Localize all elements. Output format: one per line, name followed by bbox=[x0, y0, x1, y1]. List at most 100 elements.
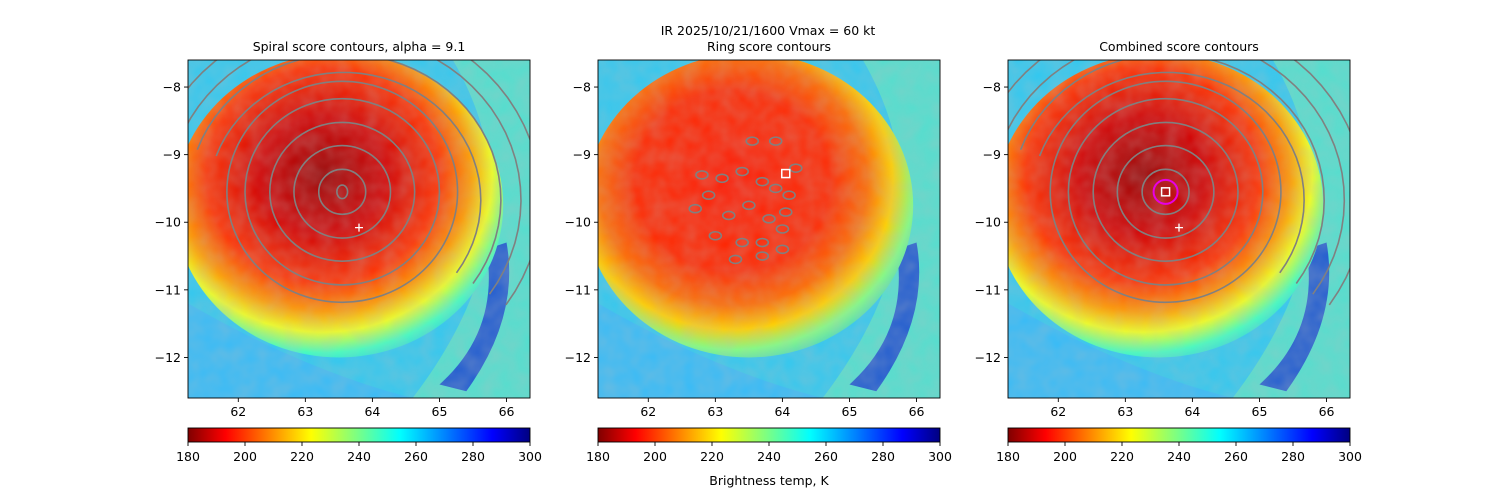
contour-spiral-arm bbox=[215, 71, 482, 274]
contour-spiral-arm bbox=[1019, 60, 1326, 284]
colorbar-bar bbox=[1007, 427, 1351, 443]
square-marker bbox=[781, 168, 791, 179]
field-south-band bbox=[598, 303, 823, 398]
ir-field bbox=[188, 60, 530, 398]
contour-ring bbox=[244, 97, 441, 286]
contour-patch bbox=[755, 251, 770, 261]
x-tick-label: 66 bbox=[909, 404, 925, 419]
colorbar-bar bbox=[187, 427, 531, 443]
colorbar-tick-label: 240 bbox=[1167, 449, 1191, 464]
y-tick-label: −10 bbox=[975, 215, 1001, 230]
panel-1: Spiral score contours, alpha = 9.1 62 63 64… bbox=[155, 39, 542, 464]
x-tick-label: 64 bbox=[1184, 404, 1200, 419]
contour-patch bbox=[735, 237, 749, 248]
colorbar-tick-label: 300 bbox=[518, 449, 542, 464]
colorbar-tick-label: 200 bbox=[643, 449, 667, 464]
contour-patch bbox=[742, 200, 756, 211]
x-tick-label: 66 bbox=[1319, 404, 1335, 419]
y-tick-label: −10 bbox=[155, 215, 181, 230]
contour-patch bbox=[688, 203, 703, 214]
contour-ring bbox=[293, 144, 392, 239]
colorbar-tick-label: 220 bbox=[700, 449, 724, 464]
field-storm-body bbox=[1008, 60, 1324, 358]
axes-frame bbox=[187, 59, 531, 399]
plus-marker bbox=[355, 223, 363, 232]
contour-patch bbox=[721, 210, 736, 221]
colorbar-tick-label: 280 bbox=[871, 449, 895, 464]
colorbar-tick-label: 280 bbox=[1281, 449, 1305, 464]
colorbar-label: Brightness temp, K bbox=[709, 473, 829, 488]
contour-patch bbox=[768, 183, 783, 194]
contour-patch bbox=[695, 170, 709, 180]
field-south-band bbox=[1008, 303, 1233, 398]
x-tick-label: 65 bbox=[1252, 404, 1268, 419]
colorbar-tick-label: 180 bbox=[176, 449, 200, 464]
field-cold-arc bbox=[849, 242, 920, 392]
axes-frame bbox=[1007, 59, 1351, 399]
y-tick-label: −12 bbox=[975, 350, 1001, 365]
y-tick-label: −12 bbox=[565, 350, 591, 365]
y-tick-label: −12 bbox=[155, 350, 181, 365]
colorbar-bar bbox=[597, 427, 941, 443]
x-tick-label: 65 bbox=[432, 404, 448, 419]
square-marker bbox=[1160, 187, 1171, 197]
colorbar-tick-label: 260 bbox=[404, 449, 428, 464]
axes-frame bbox=[597, 59, 941, 399]
colorbar-tick-label: 180 bbox=[586, 449, 610, 464]
contour-patch bbox=[715, 173, 729, 184]
contour-ring bbox=[226, 80, 459, 304]
contour-patch bbox=[701, 190, 716, 200]
contour-ring bbox=[1092, 121, 1239, 262]
panel-title: Ring score contours bbox=[707, 39, 831, 54]
contour-spiral-arm bbox=[196, 60, 502, 284]
field-cold-arc bbox=[439, 242, 510, 392]
colorbar-tick-label: 200 bbox=[1053, 449, 1077, 464]
colorbar-tick-label: 200 bbox=[233, 449, 257, 464]
contour-ring bbox=[1116, 144, 1215, 239]
x-tick-label: 64 bbox=[364, 404, 380, 419]
field-cold-arc bbox=[1259, 242, 1330, 392]
contour-patch bbox=[782, 190, 796, 200]
score-contours bbox=[688, 136, 803, 265]
colorbar: 180 200 220 240 260 280 300 bbox=[996, 427, 1362, 464]
colorbar-tick-label: 280 bbox=[461, 449, 485, 464]
field-storm-body bbox=[188, 60, 504, 358]
x-tick-label: 62 bbox=[230, 404, 246, 419]
x-tick-label: 63 bbox=[1117, 404, 1133, 419]
y-tick-label: −11 bbox=[975, 282, 1001, 297]
contour-ring bbox=[269, 121, 416, 262]
y-tick-label: −9 bbox=[163, 147, 181, 162]
contour-ring bbox=[1049, 80, 1282, 304]
contour-patch bbox=[768, 136, 783, 146]
contour-patch bbox=[775, 224, 790, 234]
y-tick-label: −8 bbox=[983, 80, 1001, 95]
colorbar-tick-label: 220 bbox=[1110, 449, 1134, 464]
contour-patch bbox=[755, 176, 770, 187]
x-tick-label: 64 bbox=[774, 404, 790, 419]
x-tick-label: 62 bbox=[1050, 404, 1066, 419]
colorbar-tick-label: 300 bbox=[1338, 449, 1362, 464]
panel-2: Ring score contours 62 63 64 65 66 −8 −9 −10 −11 −… bbox=[565, 39, 952, 488]
field-texture bbox=[598, 60, 940, 398]
circle-marker bbox=[1152, 178, 1179, 205]
colorbar: 180 200 220 240 260 280 300 bbox=[176, 427, 542, 464]
contour-patch bbox=[728, 254, 743, 265]
y-tick-label: −8 bbox=[573, 80, 591, 95]
panel-3: Combined score contours 62 63 64 65 66 −8 −9 −10… bbox=[975, 39, 1362, 464]
contour-patch bbox=[762, 214, 776, 224]
x-tick-label: 66 bbox=[499, 404, 515, 419]
field-storm-body bbox=[598, 60, 914, 358]
x-tick-label: 63 bbox=[707, 404, 723, 419]
contour-patch bbox=[708, 230, 723, 241]
colorbar-tick-label: 260 bbox=[814, 449, 838, 464]
ir-field bbox=[598, 60, 940, 398]
plus-marker bbox=[1175, 223, 1183, 232]
figure-suptitle: IR 2025/10/21/1600 Vmax = 60 kt bbox=[661, 23, 876, 38]
contour-spiral-arm bbox=[1008, 60, 1346, 295]
field-south-band bbox=[188, 303, 413, 398]
colorbar-tick-label: 240 bbox=[347, 449, 371, 464]
y-tick-label: −10 bbox=[565, 215, 591, 230]
contour-center-ring bbox=[336, 184, 349, 200]
y-tick-label: −9 bbox=[983, 147, 1001, 162]
contour-spiral-arm bbox=[1038, 71, 1305, 274]
